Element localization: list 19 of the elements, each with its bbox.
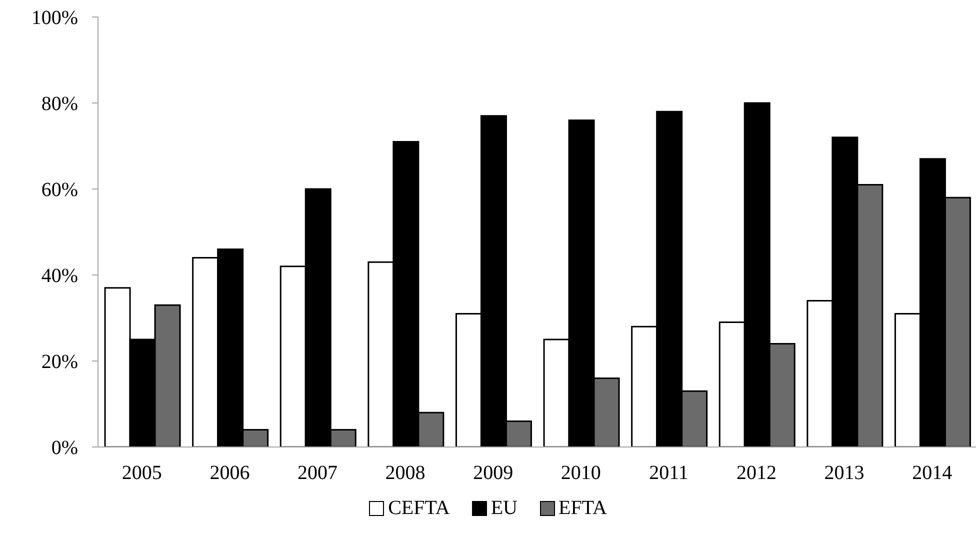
legend-label: EFTA [558, 497, 607, 520]
y-tick-label: 40% [41, 265, 78, 288]
x-tick-label: 2010 [560, 462, 601, 484]
x-tick-label: 2013 [824, 462, 864, 484]
x-tick-label: 2012 [736, 462, 776, 484]
legend-label: CEFTA [388, 497, 450, 520]
x-tick-label: 2006 [210, 462, 250, 484]
y-tick-label: 80% [41, 93, 78, 116]
x-tick-label: 2009 [473, 462, 514, 484]
y-tick-label: 0% [51, 437, 78, 460]
x-tick-label: 2008 [385, 462, 426, 484]
x-tick-label: 2011 [649, 462, 688, 484]
x-tick-label: 2005 [122, 462, 162, 484]
x-tick-label: 2014 [912, 462, 952, 484]
x-tick-label: 2007 [298, 462, 338, 484]
y-tick-label: 60% [41, 179, 78, 202]
y-tick-label: 20% [41, 351, 78, 374]
legend-label: EU [490, 497, 518, 520]
y-tick-label: 100% [31, 7, 78, 30]
